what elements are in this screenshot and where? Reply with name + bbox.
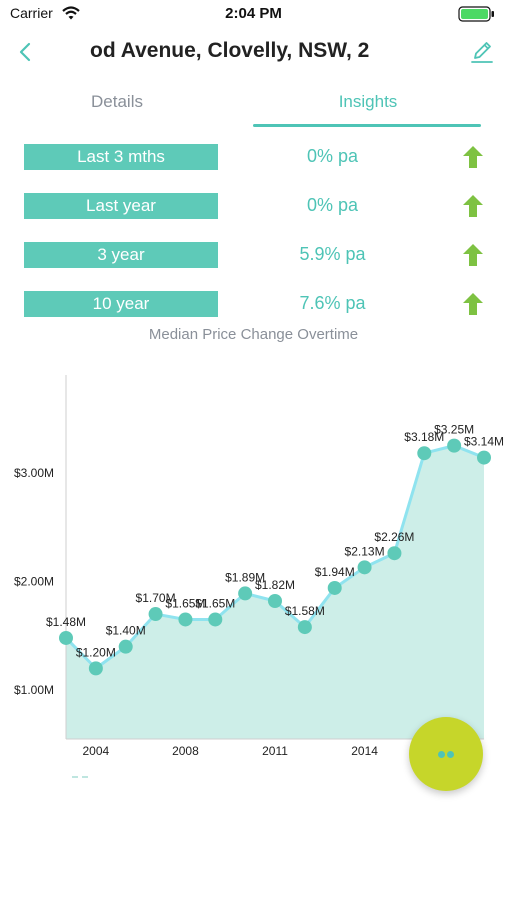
data-point bbox=[268, 594, 282, 609]
arrow-up-icon bbox=[463, 195, 483, 217]
data-label: $3.25M bbox=[434, 423, 474, 437]
growth-period-label: 10 year bbox=[24, 291, 218, 317]
x-tick-label: 2011 bbox=[262, 744, 288, 758]
data-point bbox=[238, 586, 253, 601]
dot-icon bbox=[438, 751, 445, 758]
growth-rate-value: 0% pa bbox=[306, 146, 359, 166]
growth-period-label: Last year bbox=[24, 193, 218, 219]
y-tick-label: $3.00M bbox=[14, 466, 54, 480]
nav-bar: od Avenue, Clovelly, NSW, 2 bbox=[0, 30, 507, 74]
legend-dash bbox=[72, 776, 88, 778]
carrier-label: Carrier bbox=[10, 5, 53, 21]
growth-row: 3 year 5.9% pa bbox=[0, 242, 507, 268]
data-label: $1.94M bbox=[315, 565, 355, 579]
x-tick-label: 2014 bbox=[351, 744, 378, 758]
fab-menu-button[interactable] bbox=[409, 717, 483, 791]
page-title: od Avenue, Clovelly, NSW, 2 bbox=[90, 39, 370, 62]
data-point bbox=[447, 438, 462, 453]
data-label: $3.18M bbox=[404, 430, 444, 444]
data-point bbox=[59, 630, 73, 645]
growth-row: Last year 0% pa bbox=[0, 193, 507, 219]
data-point bbox=[178, 612, 193, 627]
edit-button[interactable] bbox=[468, 38, 496, 66]
growth-rate-value: 5.9% pa bbox=[299, 244, 366, 264]
growth-row: Last 3 mths 0% pa bbox=[0, 144, 507, 170]
y-tick-label: $1.00M bbox=[14, 683, 54, 697]
data-point bbox=[148, 607, 163, 622]
data-label: $1.40M bbox=[106, 624, 146, 638]
dot-icon bbox=[447, 751, 454, 758]
arrow-up-icon bbox=[463, 293, 483, 315]
data-point bbox=[297, 620, 312, 635]
data-label: $1.48M bbox=[46, 615, 86, 629]
data-label: $1.70M bbox=[136, 591, 176, 605]
arrow-up-icon bbox=[463, 244, 483, 266]
growth-rate-value: 7.6% pa bbox=[299, 293, 366, 313]
tab-bar: Details Insights bbox=[0, 84, 507, 130]
data-label: $1.58M bbox=[285, 604, 325, 618]
price-chart: $1.48M$1.20M$1.40M$1.70M$1.65M$1.65M$1.8… bbox=[14, 375, 504, 758]
x-tick-label: 2008 bbox=[172, 744, 199, 758]
status-time: 2:04 PM bbox=[225, 5, 282, 22]
pencil-icon bbox=[471, 42, 493, 63]
back-button[interactable] bbox=[12, 38, 40, 66]
data-point bbox=[357, 560, 372, 575]
growth-rate-value: 0% pa bbox=[306, 195, 359, 215]
data-point bbox=[327, 580, 342, 595]
chevron-left-icon bbox=[19, 42, 31, 62]
data-point bbox=[417, 446, 432, 461]
data-label: $1.65M bbox=[195, 596, 235, 610]
data-point bbox=[208, 612, 223, 627]
chart-title: Median Price Change Overtime bbox=[148, 326, 359, 343]
data-point bbox=[118, 639, 133, 654]
battery-icon bbox=[458, 6, 494, 22]
growth-period-label: 3 year bbox=[24, 242, 218, 268]
data-label: $2.13M bbox=[345, 544, 385, 558]
data-label: $3.14M bbox=[464, 435, 504, 449]
data-label: $1.65M bbox=[165, 596, 205, 610]
data-label: $2.26M bbox=[374, 530, 414, 544]
data-label: $1.82M bbox=[255, 578, 295, 592]
growth-period-label: Last 3 mths bbox=[24, 144, 218, 170]
data-label: $1.20M bbox=[76, 645, 116, 659]
tab-insights[interactable]: Insights bbox=[338, 92, 398, 111]
tab-details[interactable]: Details bbox=[91, 92, 143, 111]
tab-active-indicator bbox=[253, 124, 481, 127]
growth-row: 10 year 7.6% pa bbox=[0, 291, 507, 317]
x-tick-label: 2004 bbox=[83, 744, 110, 758]
chart-area bbox=[66, 445, 484, 739]
data-point bbox=[387, 546, 402, 561]
data-point bbox=[88, 661, 103, 676]
arrow-up-icon bbox=[463, 146, 483, 168]
data-point bbox=[477, 450, 491, 465]
y-tick-label: $2.00M bbox=[14, 574, 54, 588]
wifi-icon bbox=[62, 6, 80, 20]
status-bar: Carrier 2:04 PM bbox=[0, 0, 507, 28]
data-label: $1.89M bbox=[225, 570, 265, 584]
